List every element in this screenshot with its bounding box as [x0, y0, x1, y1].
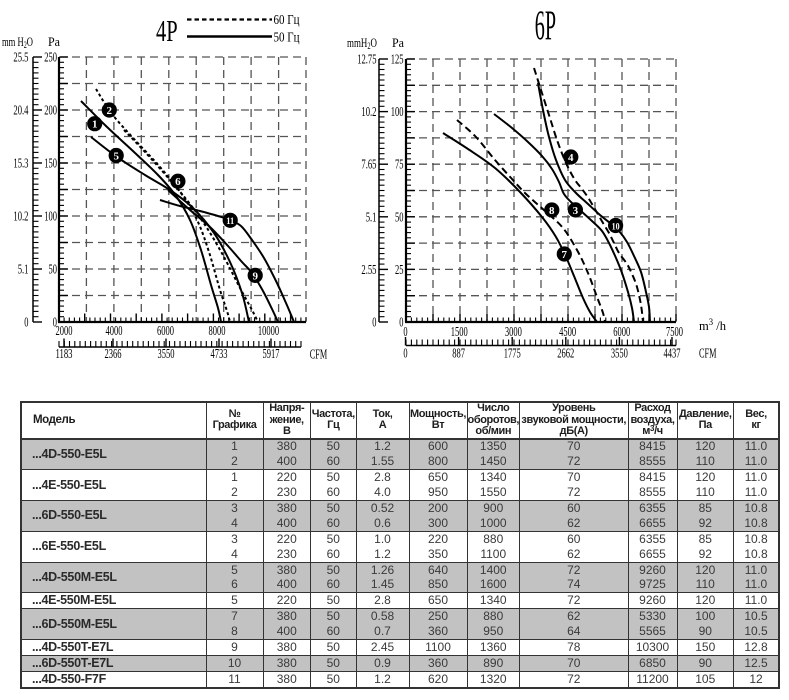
svg-text:4500: 4500: [559, 324, 576, 339]
svg-text:100: 100: [391, 104, 404, 119]
svg-text:3550: 3550: [611, 346, 628, 361]
svg-text:20.4: 20.4: [13, 103, 28, 118]
svg-text:0: 0: [53, 315, 57, 330]
svg-text:10: 10: [612, 222, 620, 232]
svg-text:5: 5: [113, 150, 119, 162]
svg-text:2366: 2366: [105, 346, 122, 361]
svg-text:50 Гц: 50 Гц: [274, 30, 300, 45]
svg-text:7.65: 7.65: [361, 157, 376, 172]
svg-text:0: 0: [24, 315, 28, 330]
svg-text:4437: 4437: [664, 346, 681, 361]
svg-text:3000: 3000: [505, 324, 522, 339]
svg-text:100: 100: [44, 209, 57, 224]
svg-text:4733: 4733: [211, 346, 228, 361]
svg-text:3: 3: [573, 205, 579, 217]
svg-text:0: 0: [403, 324, 407, 339]
svg-text:10.2: 10.2: [13, 209, 28, 224]
svg-text:mmH2O: mmH2O: [347, 36, 377, 51]
svg-text:125: 125: [391, 52, 404, 67]
svg-text:60 Гц: 60 Гц: [274, 12, 300, 27]
svg-text:1183: 1183: [56, 346, 73, 361]
svg-text:1500: 1500: [451, 324, 468, 339]
svg-text:Pa: Pa: [392, 36, 404, 50]
svg-text:CFM: CFM: [699, 346, 717, 361]
svg-text:250: 250: [44, 50, 57, 65]
svg-text:7500: 7500: [666, 324, 683, 339]
svg-text:5917: 5917: [263, 346, 280, 361]
svg-text:Pa: Pa: [48, 35, 60, 49]
svg-text:6000: 6000: [157, 323, 174, 338]
svg-text:10.2: 10.2: [361, 104, 376, 119]
svg-text:4: 4: [568, 152, 574, 164]
svg-text:25: 25: [395, 262, 404, 277]
svg-text:8: 8: [549, 205, 555, 217]
svg-text:50: 50: [49, 262, 58, 277]
svg-text:9: 9: [252, 270, 258, 282]
svg-text:25.5: 25.5: [13, 50, 28, 65]
svg-text:6P: 6P: [535, 4, 556, 50]
svg-text:1: 1: [92, 119, 98, 131]
svg-text:4000: 4000: [106, 323, 123, 338]
svg-text:5.1: 5.1: [18, 262, 29, 277]
svg-text:mm H2O: mm H2O: [2, 35, 33, 50]
svg-text:50: 50: [395, 209, 404, 224]
svg-text:15.3: 15.3: [13, 156, 28, 171]
svg-text:2: 2: [107, 105, 113, 117]
svg-text:2.55: 2.55: [361, 262, 376, 277]
svg-text:4P: 4P: [156, 13, 178, 48]
svg-text:887: 887: [452, 346, 465, 361]
svg-text:5.1: 5.1: [366, 209, 377, 224]
svg-text:1775: 1775: [504, 346, 521, 361]
svg-text:6: 6: [175, 176, 181, 188]
svg-text:m3 /h: m3 /h: [699, 317, 726, 333]
svg-text:200: 200: [44, 103, 57, 118]
svg-text:150: 150: [44, 156, 57, 171]
svg-text:0: 0: [372, 315, 376, 330]
svg-text:CFM: CFM: [310, 347, 328, 362]
svg-text:0: 0: [399, 315, 403, 330]
svg-text:8000: 8000: [209, 323, 226, 338]
svg-text:6000: 6000: [613, 324, 630, 339]
svg-text:7: 7: [562, 249, 568, 261]
svg-text:10000: 10000: [258, 323, 279, 338]
svg-text:11: 11: [226, 217, 234, 227]
svg-text:12.75: 12.75: [357, 52, 377, 67]
svg-text:2662: 2662: [557, 346, 574, 361]
svg-text:3550: 3550: [158, 346, 175, 361]
svg-text:75: 75: [395, 157, 404, 172]
svg-text:0: 0: [403, 346, 407, 361]
svg-text:2000: 2000: [56, 323, 73, 338]
